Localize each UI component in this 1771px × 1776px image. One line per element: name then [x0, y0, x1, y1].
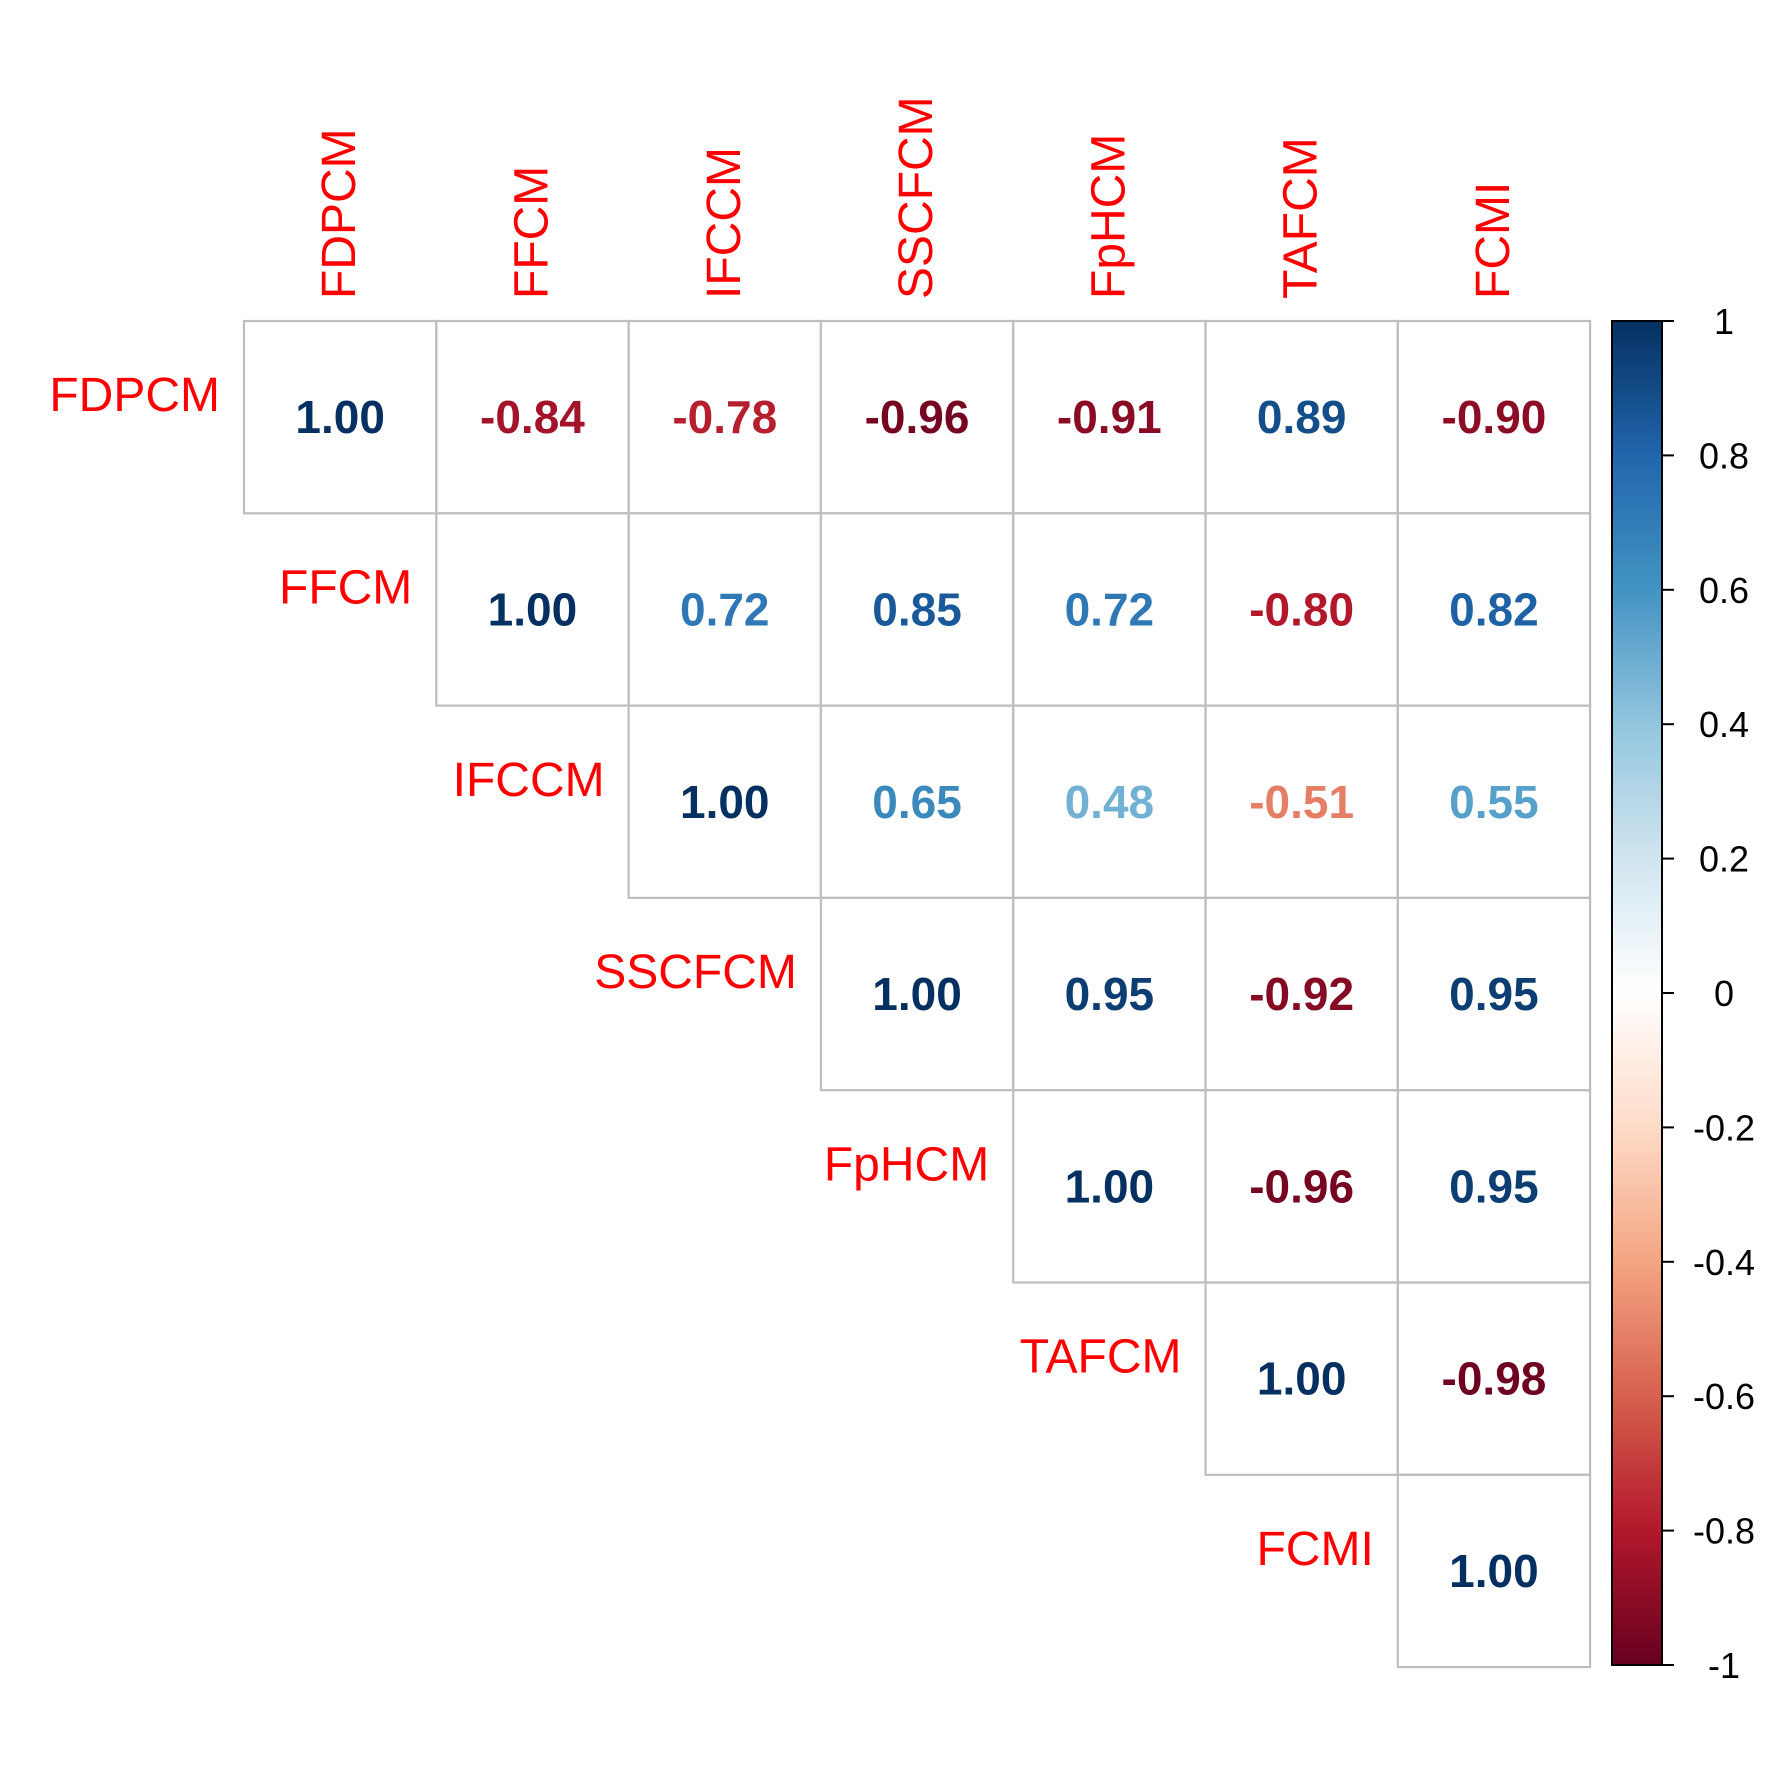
column-labels: FDPCM FFCM IFCCM SSCFCM FpHCM TAFCM FCMI	[313, 96, 1520, 299]
row-label: FpHCM	[824, 1138, 989, 1191]
column-label: FpHCM	[1082, 134, 1135, 299]
cell-value-label: 1.00	[1257, 1353, 1347, 1405]
cell-value-label: 1.00	[488, 583, 578, 635]
cell-value-label: 0.48	[1065, 776, 1155, 828]
cell-value-label: 0.72	[1065, 583, 1155, 635]
colorbar-tick-label: -1	[1708, 1645, 1740, 1686]
column-label: FFCM	[505, 166, 558, 299]
cell-value-label: -0.98	[1442, 1353, 1547, 1405]
cell-value-label: 0.85	[872, 583, 962, 635]
matrix-cell	[1396, 1473, 1592, 1669]
colorbar-tick-label: -0.8	[1693, 1511, 1755, 1552]
colorbar-tick-label: 0.6	[1699, 570, 1749, 611]
colorbar-tick-label: -0.6	[1693, 1376, 1755, 1417]
row-label: FCMI	[1256, 1523, 1373, 1576]
colorbar-tick-label: 1	[1714, 301, 1734, 342]
colorbar-gradient	[1611, 320, 1663, 1666]
row-label: SSCFCM	[594, 946, 797, 999]
cell-value-label: 0.55	[1449, 776, 1539, 828]
cell-value-label: 1.00	[1065, 1160, 1155, 1212]
cell-value-label: 0.95	[1449, 1160, 1539, 1212]
colorbar-tick-label: 0.2	[1699, 839, 1749, 880]
cell-value-label: 0.95	[1449, 968, 1539, 1020]
cell-value-label: -0.92	[1249, 968, 1354, 1020]
colorbar-tick-label: -0.4	[1693, 1242, 1755, 1283]
cell-value-label: 1.00	[872, 968, 962, 1020]
cell-value-label: -0.78	[672, 391, 777, 443]
column-label: SSCFCM	[890, 96, 943, 299]
cell-value-label: 0.65	[872, 776, 962, 828]
row-label: IFCCM	[453, 754, 605, 807]
column-label: TAFCM	[1275, 137, 1328, 299]
column-label: FDPCM	[313, 128, 366, 299]
matrix-grid	[242, 319, 1592, 1669]
colorbar-tick-label: 0.4	[1699, 704, 1749, 745]
colorbar-tick-label: 0.8	[1699, 435, 1749, 476]
cell-value-label: 1.00	[1449, 1545, 1539, 1597]
cell-value-label: 0.95	[1065, 968, 1155, 1020]
cell-value-label: -0.91	[1057, 391, 1162, 443]
cell-value-label: -0.96	[865, 391, 970, 443]
colorbar: 1 0.8 0.6 0.4 0.2 0 -0.2 -0.4 -0.6 -0.8 -1	[1611, 301, 1755, 1686]
row-label: FDPCM	[49, 369, 220, 422]
cell-value-label: 0.89	[1257, 391, 1347, 443]
colorbar-tick-label: 0	[1714, 973, 1734, 1014]
cell-values: 1.00 -0.84 -0.78 -0.96 -0.91 0.89 -0.90 1.00 0.7…	[295, 391, 1546, 1597]
column-label: IFCCM	[698, 147, 751, 299]
cell-value-label: -0.90	[1442, 391, 1547, 443]
cell-value-label: 1.00	[680, 776, 770, 828]
row-labels: FDPCM FFCM IFCCM SSCFCM FpHCM TAFCM FCMI	[49, 369, 1373, 1576]
cell-value-label: 1.00	[295, 391, 385, 443]
row-label: TAFCM	[1020, 1331, 1182, 1384]
cell-value-label: -0.84	[480, 391, 585, 443]
cell-value-label: -0.96	[1249, 1160, 1354, 1212]
row-label: FFCM	[279, 561, 412, 614]
column-label: FCMI	[1467, 182, 1520, 299]
cell-value-label: 0.72	[680, 583, 770, 635]
colorbar-tick-label: -0.2	[1693, 1107, 1755, 1148]
cell-value-label: -0.80	[1249, 583, 1354, 635]
cell-value-label: 0.82	[1449, 583, 1539, 635]
cell-value-label: -0.51	[1249, 776, 1354, 828]
